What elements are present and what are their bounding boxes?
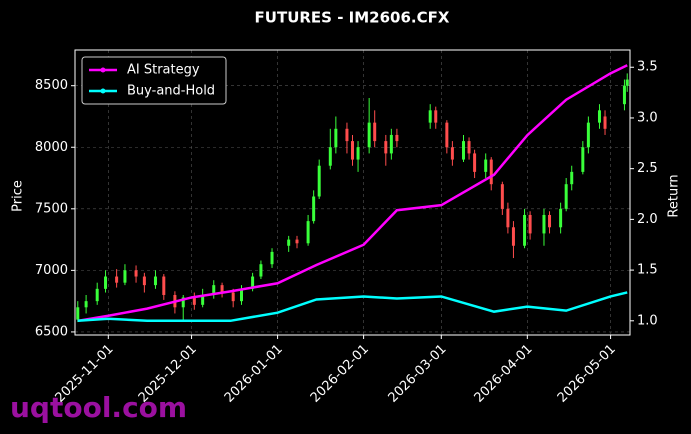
candle-body <box>181 297 185 308</box>
watermark: uqtool.com <box>10 391 187 424</box>
candle-body <box>134 270 138 277</box>
candle-body <box>142 276 146 286</box>
candle-body <box>473 153 477 172</box>
y-tick-label: 7500 <box>35 201 68 216</box>
candle-body <box>559 208 563 228</box>
candle-body <box>153 276 157 286</box>
candle-body <box>212 285 216 295</box>
candle-body <box>115 276 119 283</box>
candle-body <box>597 110 601 123</box>
y-tick-label: 8000 <box>35 140 68 155</box>
y-tick-label: 8500 <box>35 78 68 93</box>
chart-title: FUTURES - IM2606.CFX <box>255 9 450 27</box>
candle-body <box>586 122 590 148</box>
candle-body <box>467 141 471 154</box>
y-tick-label: 7000 <box>35 263 68 278</box>
candle-body <box>356 147 360 160</box>
candle-body <box>548 214 552 228</box>
candle-body <box>312 196 316 222</box>
candle-body <box>625 79 629 86</box>
candle-body <box>489 159 493 185</box>
candle-body <box>528 214 532 234</box>
candle-body <box>259 264 263 277</box>
legend-label: Buy-and-Hold <box>127 84 215 99</box>
legend-box <box>81 56 227 105</box>
candle-body <box>251 276 255 289</box>
candle-body <box>445 122 449 148</box>
candle-body <box>511 227 515 246</box>
candle-body <box>270 251 274 265</box>
y2-tick-label: 3.5 <box>637 60 658 75</box>
candle-body <box>500 184 504 209</box>
candle-body <box>570 171 574 185</box>
candle-body <box>192 297 196 305</box>
legend-marker <box>100 88 106 94</box>
y2-tick-label: 2.5 <box>637 161 658 176</box>
candle-body <box>306 221 310 244</box>
candle-body <box>564 184 568 209</box>
y-tick-label: 6500 <box>35 324 68 339</box>
candle-body <box>367 122 371 148</box>
y2-tick-label: 1.0 <box>637 313 658 328</box>
candle-body <box>373 122 377 142</box>
candle-body <box>395 134 399 142</box>
candle-body <box>389 134 393 154</box>
candle-body <box>542 214 546 234</box>
candle-body <box>162 276 166 295</box>
candle-body <box>328 147 332 166</box>
candle-body <box>220 285 224 293</box>
candle-body <box>201 294 205 305</box>
candle-body <box>345 128 349 142</box>
legend-label: AI Strategy <box>127 63 200 78</box>
candle-body <box>295 239 299 244</box>
candle-body <box>434 110 438 123</box>
candle-body <box>484 159 488 172</box>
candle-body <box>76 307 80 320</box>
candle-body <box>450 147 454 160</box>
candle-body <box>84 301 88 308</box>
candle-body <box>287 239 291 246</box>
y2-axis-label: Return <box>667 174 682 217</box>
y-axis-label: Price <box>11 180 26 212</box>
candle-body <box>123 270 127 283</box>
candle-body <box>428 110 432 123</box>
candle-body <box>240 288 243 302</box>
candle-body <box>462 141 465 160</box>
return-line <box>77 64 628 323</box>
return-line <box>77 291 628 323</box>
legend-marker <box>100 67 106 73</box>
y2-tick-label: 2.0 <box>637 212 658 227</box>
candle-body <box>231 292 235 302</box>
plot-frame <box>74 49 631 336</box>
candle-body <box>104 276 108 289</box>
candle-body <box>334 128 338 148</box>
candle-body <box>622 85 626 105</box>
y2-tick-label: 3.0 <box>637 110 658 125</box>
candle-body <box>317 165 321 197</box>
y2-tick-label: 1.5 <box>637 263 658 278</box>
candle-body <box>384 141 388 154</box>
candle-body <box>523 214 527 246</box>
candle-body <box>603 116 607 129</box>
candle-body <box>95 288 99 302</box>
candle-body <box>581 147 585 172</box>
candle-body <box>506 208 510 228</box>
candle-body <box>351 141 354 160</box>
